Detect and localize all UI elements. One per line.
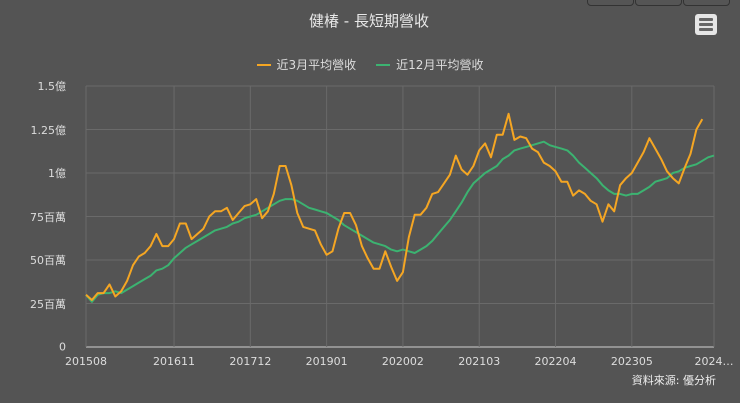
x-tick-label: 201508 [65,355,107,368]
legend-swatch-short-icon [256,63,271,66]
series-line-short[interactable] [85,112,704,301]
x-tick-label: 202305 [610,355,653,368]
x-tick-label: 202002 [381,355,424,368]
legend-swatch-long-icon [376,63,391,66]
y-tick-label: 1.5億 [37,80,67,93]
chart-legend: 近3月平均營收 近12月平均營收 [0,56,740,73]
x-tick-label: 201712 [229,355,272,368]
toolbar-button-2[interactable] [635,0,682,6]
x-tick-label: 201901 [305,355,348,368]
hamburger-menu-icon[interactable] [695,14,717,35]
y-tick-label: 50百萬 [30,254,66,267]
y-tick-label: 75百萬 [30,210,66,224]
legend-label-long: 近12月平均營收 [396,58,484,72]
x-tick-label: 201611 [153,355,196,368]
data-source-credit: 資料來源: 優分析 [631,374,716,387]
legend-item-long[interactable]: 近12月平均營收 [376,56,483,73]
y-tick-label: 25百萬 [30,297,66,311]
x-tick-label: 202103 [458,355,501,368]
toolbar-button-3[interactable] [683,0,730,6]
y-tick-label: 1億 [48,167,66,180]
toolbar-button-1[interactable] [587,0,634,6]
series-line-long[interactable] [85,140,715,303]
chart-title-text: 健椿 - 長短期營收 [309,12,429,30]
legend-label-short: 近3月平均營收 [276,58,357,72]
y-tick-label: 0 [59,340,66,354]
x-tick-label: 2024… [694,355,734,368]
legend-item-short[interactable]: 近3月平均營收 [256,56,357,73]
y-tick-label: 1.25億 [30,123,67,137]
chart-title: 健椿 - 長短期營收 [0,10,740,31]
top-toolbar-buttons [587,0,731,6]
x-tick-label: 202204 [534,355,577,368]
